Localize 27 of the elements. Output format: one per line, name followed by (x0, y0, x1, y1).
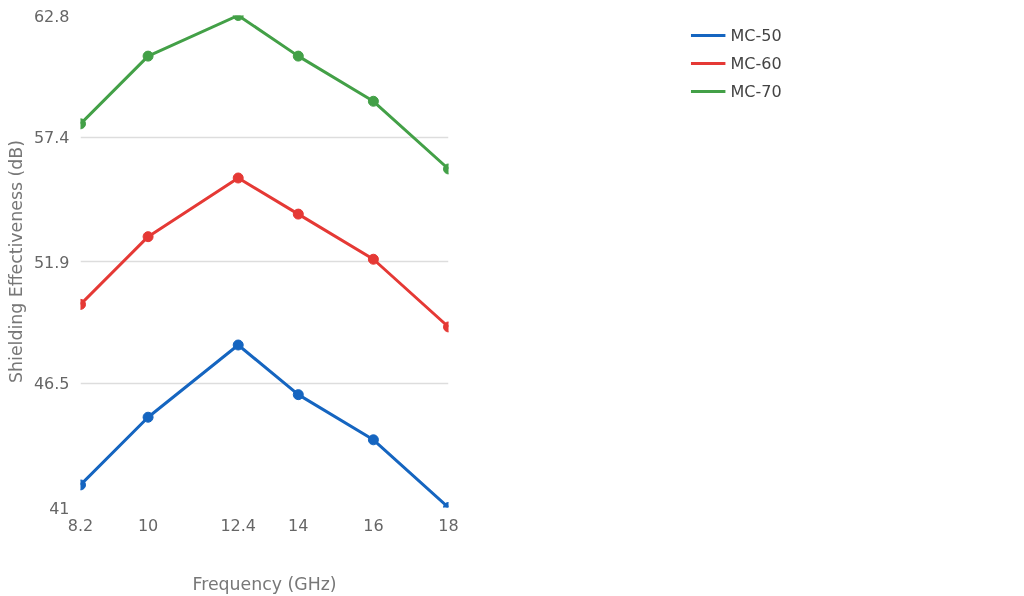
point (142, 231, 154, 243)
x-tick-label: 12.4 (220, 515, 257, 535)
x-axis-title: Frequency (GHz) (192, 573, 337, 594)
point (142, 411, 154, 423)
y-tick-label: 41 (49, 498, 70, 518)
point (232, 172, 244, 184)
point (367, 95, 379, 107)
x-tick-label: 18 (438, 515, 459, 535)
point (292, 50, 304, 62)
y-axis-title: Shielding Effectiveness (dB) (5, 140, 26, 383)
point (292, 208, 304, 220)
x-tick-label: 16 (363, 515, 384, 535)
x-tick-label: 10 (137, 515, 159, 535)
point (142, 50, 154, 62)
y-tick-label: 46.5 (33, 374, 70, 394)
legend-label: MC-60 (730, 53, 782, 73)
point (367, 253, 379, 265)
point (367, 434, 379, 446)
x-tick-label: 14 (288, 515, 309, 535)
legend-label: MC-50 (730, 25, 782, 45)
point (292, 389, 304, 401)
point (232, 339, 244, 351)
y-tick-label: 57.4 (33, 128, 70, 148)
y-tick-label: 51.9 (33, 252, 70, 272)
x-tick-label: 8.2 (67, 515, 94, 535)
y-tick-label: 62.8 (33, 6, 70, 26)
legend-label: MC-70 (730, 81, 782, 101)
